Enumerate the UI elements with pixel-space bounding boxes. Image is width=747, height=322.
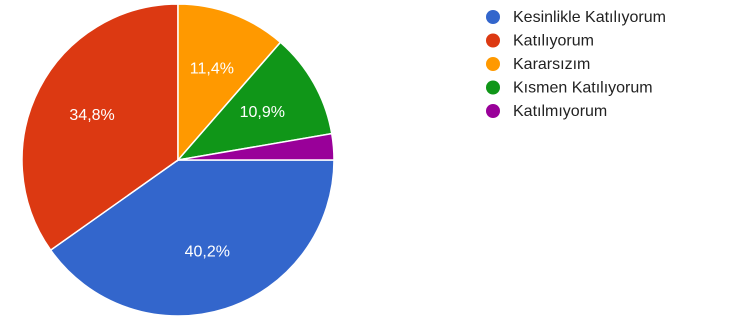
pie-slice-katiliyorum[interactable] <box>21 3 179 252</box>
legend-label-katiliyorum: Katılıyorum <box>513 33 594 50</box>
pie-slice-kismen-katiliyorum[interactable] <box>176 41 333 162</box>
legend-item-katilmiyorum[interactable]: Katılmıyorum <box>486 103 607 120</box>
pie-slice-kararsizim[interactable] <box>177 3 282 163</box>
pie-slices <box>21 3 335 317</box>
legend-item-katiliyorum[interactable]: Katılıyorum <box>486 33 594 50</box>
slice-label-kismen-katiliyorum: 10,9% <box>240 104 285 121</box>
slice-label-kararsizim: 11,4% <box>190 61 234 78</box>
pie-slice-kesinlikle-katiliyorum[interactable] <box>49 159 335 317</box>
legend-label-kararsizim: Kararsızım <box>513 56 590 73</box>
legend-marker-kismen-katiliyorum <box>486 80 500 95</box>
pie-slice-katilmiyorum[interactable] <box>177 132 335 161</box>
legend: Kesinlikle Katılıyorum Katılıyorum Kararsı… <box>486 9 666 120</box>
legend-marker-katilmiyorum <box>486 104 500 118</box>
legend-marker-katiliyorum <box>486 33 500 48</box>
pie-slice-labels: 40,2% 34,8% 11,4% 10,9% <box>69 61 285 261</box>
slice-label-kesinlikle-katiliyorum: 40,2% <box>185 243 230 260</box>
slice-label-katiliyorum: 34,8% <box>69 107 114 124</box>
legend-label-kismen-katiliyorum: Kısmen Katılıyorum <box>513 80 653 97</box>
legend-item-kararsizim[interactable]: Kararsızım <box>486 56 590 73</box>
legend-label-katilmiyorum: Katılmıyorum <box>513 103 607 120</box>
legend-marker-kesinlikle-katiliyorum <box>486 10 500 24</box>
legend-item-kesinlikle-katiliyorum[interactable]: Kesinlikle Katılıyorum <box>486 9 666 26</box>
legend-marker-kararsizim <box>486 57 500 71</box>
legend-label-kesinlikle-katiliyorum: Kesinlikle Katılıyorum <box>513 9 666 26</box>
legend-item-kismen-katiliyorum[interactable]: Kısmen Katılıyorum <box>486 80 653 97</box>
